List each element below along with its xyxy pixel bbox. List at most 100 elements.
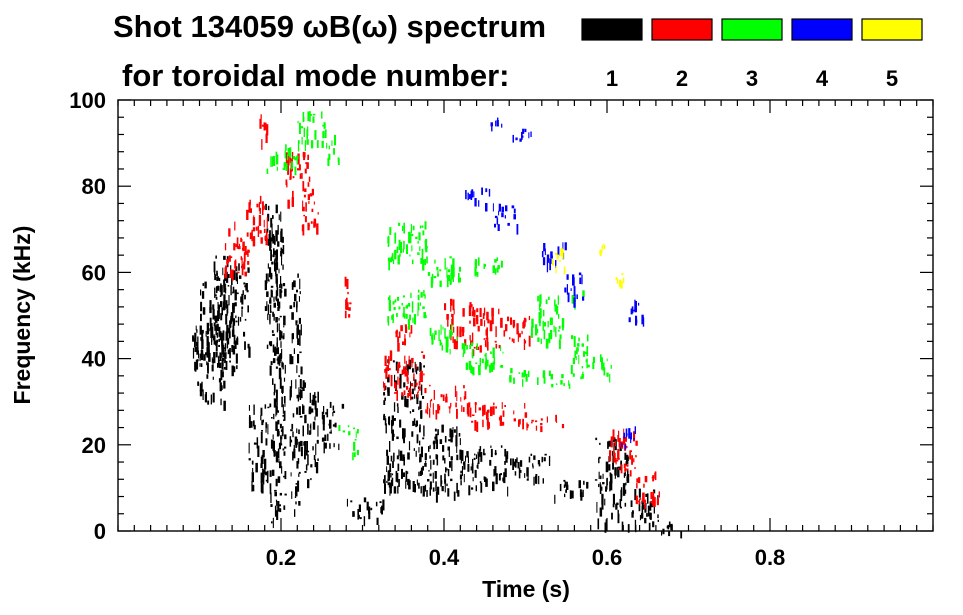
- spectral-mark: [576, 294, 578, 300]
- spectral-mark: [267, 238, 270, 246]
- spectral-mark: [230, 269, 232, 278]
- spectral-mark: [303, 152, 306, 158]
- spectral-mark: [223, 400, 226, 411]
- spectral-mark: [625, 428, 628, 438]
- spectral-mark: [266, 124, 269, 136]
- spectral-mark: [622, 483, 626, 487]
- spectral-mark: [243, 282, 246, 285]
- spectral-mark: [271, 439, 274, 449]
- spectral-mark: [394, 374, 396, 386]
- spectral-mark: [607, 441, 609, 449]
- spectral-mark: [194, 332, 197, 343]
- spectral-mark: [276, 154, 279, 165]
- spectral-mark: [290, 160, 292, 168]
- spectral-mark: [389, 483, 392, 494]
- spectral-mark: [419, 424, 421, 429]
- spectral-mark: [218, 277, 221, 281]
- spectral-mark: [524, 473, 526, 478]
- spectral-mark: [267, 313, 269, 321]
- spectral-mark: [544, 453, 547, 456]
- spectral-mark: [419, 440, 421, 446]
- spectral-mark: [600, 354, 602, 362]
- spectral-mark: [299, 379, 302, 389]
- spectral-mark: [210, 394, 212, 405]
- spectral-mark: [627, 470, 629, 477]
- spectral-mark: [397, 342, 400, 352]
- spectral-mark: [453, 326, 455, 333]
- spectral-mark: [273, 391, 275, 396]
- spectral-mark: [302, 181, 305, 192]
- spectral-mark: [407, 452, 410, 460]
- spectral-mark: [562, 242, 564, 252]
- spectral-mark: [498, 210, 500, 216]
- spectral-mark: [302, 206, 305, 212]
- spectral-mark: [564, 287, 567, 293]
- spectral-mark: [471, 463, 474, 474]
- spectral-mark: [192, 347, 195, 359]
- spectral-mark: [535, 420, 538, 423]
- spectral-mark: [383, 381, 384, 388]
- spectral-mark: [270, 217, 273, 228]
- spectral-mark: [518, 419, 520, 427]
- spectral-mark: [432, 487, 435, 492]
- spectral-mark: [311, 208, 314, 212]
- spectral-mark: [498, 345, 501, 349]
- spectral-mark: [424, 294, 426, 299]
- spectral-mark: [500, 445, 503, 448]
- spectral-mark: [494, 268, 497, 275]
- spectral-mark: [513, 377, 515, 384]
- spectral-mark: [517, 331, 519, 342]
- spectral-mark: [445, 343, 449, 353]
- spectral-mark: [354, 438, 357, 441]
- spectral-mark: [550, 330, 553, 340]
- spectral-mark: [225, 331, 228, 341]
- spectral-mark: [539, 294, 541, 304]
- spectral-mark: [242, 290, 244, 295]
- spectral-mark: [430, 398, 433, 402]
- spectral-mark: [274, 346, 277, 351]
- spectral-mark: [468, 360, 472, 370]
- spectral-mark: [275, 317, 278, 323]
- spectral-mark: [205, 392, 207, 403]
- spectral-mark: [605, 489, 607, 492]
- spectral-mark: [388, 259, 390, 271]
- spectral-mark: [482, 405, 484, 412]
- spectral-mark: [271, 156, 273, 167]
- spectral-mark: [462, 331, 465, 337]
- spectral-mark: [195, 359, 199, 370]
- spectral-mark: [273, 442, 275, 453]
- spectral-mark: [480, 482, 483, 493]
- spectral-mark: [216, 339, 218, 343]
- spectral-mark: [442, 326, 444, 330]
- spectral-mark: [403, 240, 405, 250]
- spectral-mark: [561, 249, 564, 259]
- spectral-mark: [558, 339, 561, 350]
- spectral-mark: [266, 344, 269, 349]
- spectral-mark: [419, 470, 422, 476]
- spectral-mark: [623, 472, 626, 478]
- spectral-mark: [619, 499, 622, 508]
- spectral-mark: [214, 322, 216, 331]
- spectral-mark: [564, 493, 566, 498]
- spectral-mark: [222, 349, 225, 358]
- spectral-mark: [446, 336, 449, 347]
- spectral-mark: [273, 450, 276, 456]
- spectral-mark: [470, 365, 473, 373]
- spectral-mark: [449, 348, 451, 355]
- spectral-mark: [504, 461, 506, 465]
- spectral-mark: [420, 363, 422, 375]
- spectral-mark: [489, 320, 493, 332]
- spectral-mark: [295, 486, 298, 497]
- spectral-mark: [621, 442, 623, 447]
- spectral-mark: [307, 423, 309, 435]
- spectral-mark: [587, 364, 590, 368]
- spectral-mark: [486, 359, 489, 367]
- spectral-mark: [298, 296, 300, 302]
- spectral-mark: [300, 366, 303, 375]
- spectral-mark: [280, 289, 282, 299]
- spectral-mark: [657, 514, 659, 519]
- spectral-mark: [405, 305, 408, 309]
- spectral-mark: [481, 358, 484, 364]
- spectral-mark: [308, 201, 310, 204]
